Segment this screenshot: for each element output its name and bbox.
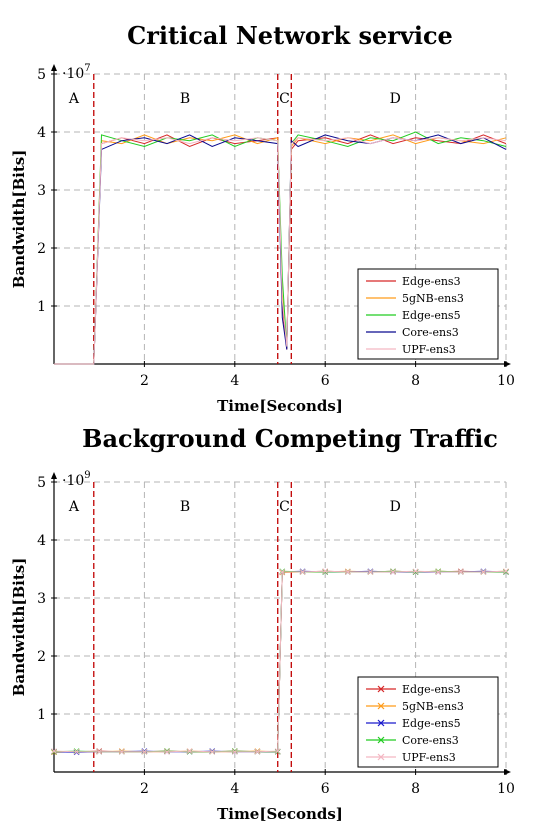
data-point-marker — [480, 569, 487, 575]
legend-box — [357, 268, 499, 360]
phase-label: A — [68, 499, 80, 515]
phase-label: C — [279, 91, 290, 107]
series-upf-ens3 — [51, 568, 509, 755]
data-point-marker — [299, 569, 306, 575]
y-tick-label: 1 — [37, 299, 46, 315]
legend-entry-label: Core-ens3 — [402, 326, 459, 339]
series-line — [53, 570, 507, 753]
series-line — [54, 137, 507, 365]
x-tick-label: 10 — [497, 373, 515, 389]
y-axis-label: Bandwidth[Bits] — [10, 558, 28, 697]
y-axis-multiplier-base: ·10 — [62, 473, 84, 489]
series-line — [54, 131, 507, 365]
series-edge-ens5 — [54, 131, 507, 365]
legend-marker — [377, 736, 385, 744]
y-axis-multiplier: ·109 — [62, 470, 91, 489]
x-axis-arrow — [504, 361, 511, 367]
y-axis-arrow — [51, 472, 57, 479]
legend-marker — [377, 685, 385, 693]
data-point-marker — [274, 748, 281, 754]
data-point-marker — [186, 748, 193, 754]
data-point-marker — [51, 748, 57, 754]
x-tick-label: 8 — [411, 373, 420, 389]
y-tick-label: 4 — [37, 533, 46, 549]
phase-label: B — [180, 91, 190, 107]
y-axis-arrow — [51, 64, 57, 71]
y-axis-multiplier-base: ·10 — [62, 66, 84, 82]
data-point-marker — [96, 748, 103, 755]
legend-marker — [377, 753, 385, 761]
phase-label: A — [68, 91, 80, 107]
data-point-marker — [164, 748, 170, 755]
data-point-marker — [367, 569, 374, 575]
data-point-marker — [412, 568, 419, 575]
legend-entry-label: UPF-ens3 — [402, 343, 456, 356]
series-upf-ens3 — [54, 137, 507, 365]
legend-entry-label: 5gNB-ens3 — [402, 292, 464, 305]
phase-label: B — [180, 499, 190, 515]
legend-entry-label: UPF-ens3 — [402, 751, 456, 764]
y-tick-label: 2 — [37, 649, 46, 665]
legend-entry-label: Edge-ens5 — [402, 717, 461, 730]
chart-title: Critical Network service — [127, 21, 453, 50]
legend-entry-label: Edge-ens5 — [402, 309, 461, 322]
x-axis-label: Time[Seconds] — [217, 805, 343, 823]
data-point-marker — [322, 568, 329, 575]
y-tick-label: 2 — [37, 241, 46, 257]
y-tick-label: 5 — [37, 67, 46, 83]
phase-label: D — [390, 91, 401, 107]
data-point-marker — [73, 748, 80, 755]
x-tick-label: 4 — [230, 781, 239, 797]
x-tick-label: 4 — [230, 373, 239, 389]
x-tick-label: 2 — [140, 781, 149, 797]
y-tick-label: 3 — [37, 183, 46, 199]
phase-label: C — [279, 499, 290, 515]
x-axis-arrow — [504, 769, 511, 775]
legend-entry-label: Core-ens3 — [402, 734, 459, 747]
legend-entry-label: Edge-ens3 — [402, 275, 461, 288]
x-tick-label: 10 — [497, 781, 515, 797]
y-tick-label: 5 — [37, 475, 46, 491]
chart-title: Background Competing Traffic — [82, 424, 498, 453]
legend: Edge-ens3 5gNB-ens3 Edge-ens5 Core-ens3 UPF-… — [357, 268, 499, 360]
data-point-marker — [209, 748, 216, 755]
y-axis-multiplier-exponent: 7 — [84, 63, 90, 74]
data-point-marker — [141, 748, 148, 755]
x-tick-label: 2 — [140, 373, 149, 389]
x-tick-label: 6 — [321, 781, 330, 797]
y-tick-label: 3 — [37, 591, 46, 607]
y-tick-label: 1 — [37, 707, 46, 723]
data-point-marker — [279, 569, 286, 575]
data-point-marker — [457, 569, 464, 575]
y-axis-multiplier: ·107 — [62, 63, 91, 82]
data-point-marker — [254, 748, 261, 755]
y-tick-label: 4 — [37, 125, 46, 141]
legend-entry-label: Edge-ens3 — [402, 683, 461, 696]
data-point-marker — [231, 748, 238, 755]
legend-marker — [377, 719, 385, 727]
x-tick-label: 6 — [321, 373, 330, 389]
data-point-marker — [118, 748, 125, 755]
x-axis-label: Time[Seconds] — [217, 397, 343, 415]
legend-marker — [377, 702, 385, 710]
legend-entry-label: 5gNB-ens3 — [402, 700, 464, 713]
x-tick-label: 8 — [411, 781, 420, 797]
legend: Edge-ens3 5gNB-ens3 Edge-ens5 Core-ens3 UPF-… — [357, 676, 499, 768]
data-point-marker — [390, 569, 396, 575]
y-axis-multiplier-exponent: 9 — [84, 470, 90, 481]
y-axis-label: Bandwidth[Bits] — [10, 150, 28, 289]
data-point-marker — [435, 569, 442, 575]
data-point-marker — [344, 569, 351, 575]
phase-label: D — [390, 499, 401, 515]
data-point-marker — [503, 568, 509, 575]
